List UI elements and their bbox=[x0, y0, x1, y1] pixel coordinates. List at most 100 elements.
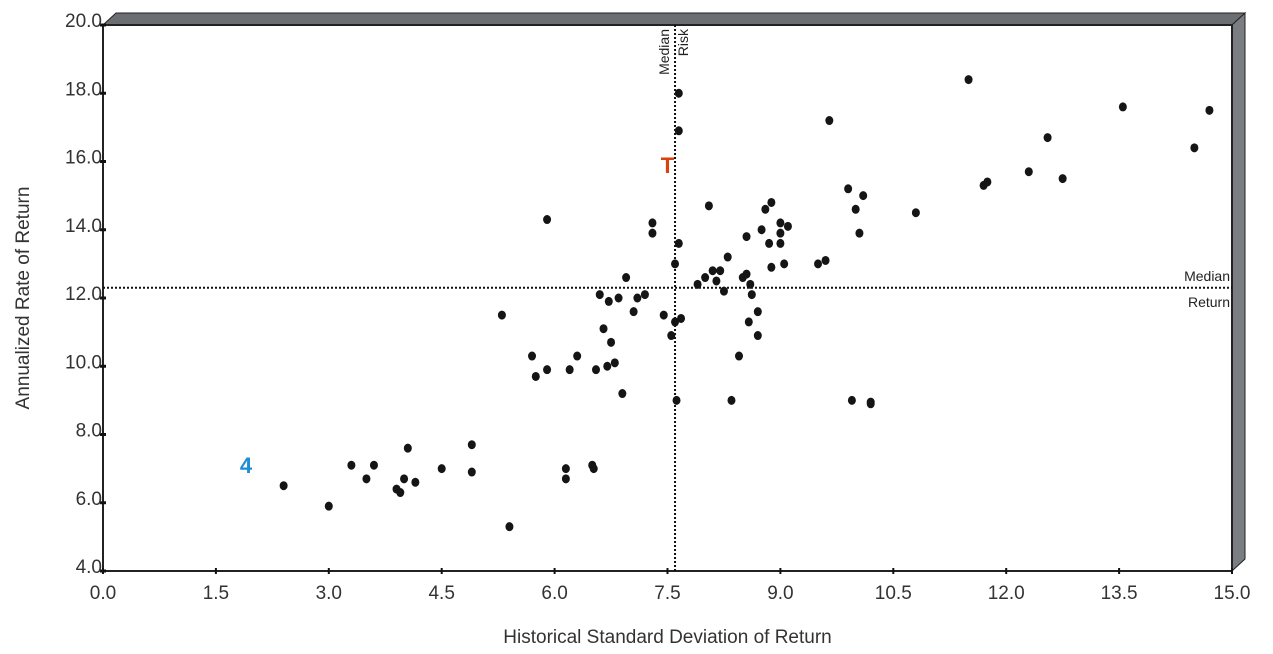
data-point bbox=[604, 296, 613, 306]
x-tick-label: 7.5 bbox=[654, 583, 680, 604]
data-point bbox=[814, 259, 823, 269]
data-point bbox=[565, 365, 574, 375]
data-point bbox=[561, 464, 570, 474]
y-axis-title: Annualized Rate of Return bbox=[13, 187, 34, 410]
data-point bbox=[859, 191, 868, 201]
x-axis-title: Historical Standard Deviation of Return bbox=[503, 627, 831, 648]
data-point bbox=[742, 269, 751, 279]
data-point bbox=[744, 317, 753, 327]
data-point bbox=[753, 331, 762, 341]
data-point bbox=[505, 522, 514, 532]
data-point bbox=[573, 351, 582, 361]
x-tick-label: 9.0 bbox=[767, 583, 793, 604]
data-point bbox=[1190, 143, 1199, 153]
data-point bbox=[1024, 167, 1033, 177]
data-point bbox=[735, 351, 744, 361]
data-point bbox=[704, 201, 713, 211]
data-point bbox=[727, 395, 736, 405]
data-point bbox=[610, 358, 619, 368]
median-risk-label: Median bbox=[656, 29, 672, 75]
x-tick-label: 13.5 bbox=[1101, 583, 1138, 604]
data-point bbox=[543, 365, 552, 375]
data-point bbox=[674, 238, 683, 248]
data-point bbox=[279, 481, 288, 491]
data-point bbox=[866, 397, 875, 407]
data-point bbox=[1043, 133, 1052, 143]
x-tick-label: 10.5 bbox=[875, 583, 912, 604]
y-tick-label: 12.0 bbox=[65, 284, 102, 305]
data-point bbox=[589, 464, 598, 474]
data-point bbox=[629, 307, 638, 317]
median-return-label: Median bbox=[1184, 268, 1230, 284]
data-point bbox=[591, 365, 600, 375]
data-point bbox=[825, 116, 834, 126]
data-point bbox=[528, 351, 537, 361]
frame-top-face bbox=[101, 12, 1247, 26]
data-point bbox=[776, 228, 785, 238]
data-point bbox=[403, 443, 412, 453]
data-point bbox=[400, 474, 409, 484]
data-point bbox=[324, 501, 333, 511]
data-point bbox=[708, 266, 717, 276]
data-point bbox=[467, 467, 476, 477]
data-point bbox=[648, 218, 657, 228]
data-point bbox=[780, 259, 789, 269]
data-point bbox=[667, 331, 676, 341]
y-tick-label: 8.0 bbox=[76, 421, 102, 442]
data-point bbox=[497, 310, 506, 320]
data-point bbox=[693, 279, 702, 289]
data-point bbox=[674, 88, 683, 98]
data-point bbox=[674, 126, 683, 136]
x-tick-label: 0.0 bbox=[90, 583, 116, 604]
y-tick-label: 20.0 bbox=[65, 11, 102, 32]
x-tick-label: 1.5 bbox=[203, 583, 229, 604]
data-point bbox=[640, 290, 649, 300]
data-point bbox=[677, 313, 686, 323]
data-point bbox=[776, 238, 785, 248]
y-tick-label: 10.0 bbox=[65, 352, 102, 373]
median-risk-label-2: Risk bbox=[675, 28, 691, 56]
data-point bbox=[765, 238, 774, 248]
data-point bbox=[595, 290, 604, 300]
data-point bbox=[719, 286, 728, 296]
data-point bbox=[716, 266, 725, 276]
data-point bbox=[746, 279, 755, 289]
frame-right-face bbox=[1231, 11, 1246, 573]
y-tick-label: 6.0 bbox=[76, 489, 102, 510]
y-tick-label: 14.0 bbox=[65, 216, 102, 237]
data-point bbox=[701, 273, 710, 283]
data-point bbox=[783, 221, 792, 231]
data-point bbox=[1058, 174, 1067, 184]
data-point bbox=[767, 197, 776, 207]
data-point bbox=[362, 474, 371, 484]
data-point bbox=[531, 371, 540, 381]
data-point bbox=[1118, 102, 1127, 112]
data-point bbox=[672, 395, 681, 405]
data-point bbox=[767, 262, 776, 272]
data-point bbox=[742, 232, 751, 242]
data-point bbox=[761, 204, 770, 214]
data-point bbox=[983, 177, 992, 187]
data-point bbox=[543, 215, 552, 225]
data-point bbox=[671, 317, 680, 327]
x-tick-label: 12.0 bbox=[988, 583, 1025, 604]
data-point bbox=[847, 395, 856, 405]
data-points bbox=[279, 75, 1214, 532]
data-point bbox=[411, 477, 420, 487]
data-point bbox=[561, 474, 570, 484]
highlight-markers: T4 bbox=[240, 153, 675, 478]
data-point bbox=[747, 290, 756, 300]
data-point bbox=[659, 310, 668, 320]
data-point bbox=[648, 228, 657, 238]
data-point bbox=[618, 389, 627, 399]
data-point bbox=[776, 218, 785, 228]
data-point bbox=[599, 324, 608, 334]
data-point bbox=[671, 259, 680, 269]
data-point bbox=[855, 228, 864, 238]
data-point bbox=[347, 460, 356, 470]
data-point bbox=[437, 464, 446, 474]
data-point bbox=[614, 293, 623, 303]
x-tick-label: 3.0 bbox=[316, 583, 342, 604]
data-point bbox=[911, 208, 920, 218]
x-tick-label: 15.0 bbox=[1214, 583, 1251, 604]
